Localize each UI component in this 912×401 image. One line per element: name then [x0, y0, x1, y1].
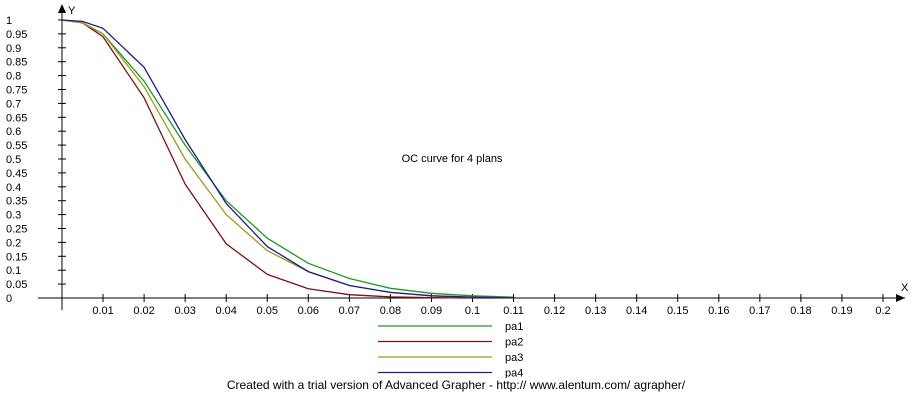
- x-tick-label: 0.11: [503, 305, 524, 317]
- y-tick-label: 0.8: [6, 71, 21, 83]
- y-tick-label: 0.25: [6, 224, 27, 236]
- x-tick-label: 0.07: [339, 305, 360, 317]
- x-tick-label: 0.2: [875, 305, 890, 317]
- y-tick-label: 0.75: [6, 85, 27, 97]
- y-axis-label: Y: [68, 5, 76, 17]
- y-tick-label: 0.4: [6, 182, 21, 194]
- legend-label-pa1: pa1: [505, 321, 523, 333]
- x-tick-label: 0.19: [831, 305, 852, 317]
- y-tick-label: 0.55: [6, 140, 27, 152]
- x-tick-label: 0.16: [708, 305, 729, 317]
- y-tick-label: 0.05: [6, 279, 27, 291]
- y-tick-label: 0.2: [6, 237, 21, 249]
- y-tick-label: 0.7: [6, 98, 21, 110]
- y-tick-label: 0.6: [6, 126, 21, 138]
- x-tick-label: 0.01: [92, 305, 113, 317]
- x-tick-label: 0.12: [544, 305, 565, 317]
- x-tick-label: 0.09: [421, 305, 442, 317]
- axes: XY00.050.10.150.20.250.30.350.40.450.50.…: [6, 4, 909, 317]
- series-layer: [61, 19, 514, 299]
- legend: pa1 pa2 pa3 pa4: [378, 321, 523, 378]
- x-tick-label: 0.13: [585, 305, 606, 317]
- y-tick-label: 0.65: [6, 112, 27, 124]
- y-tick-label: 0.15: [6, 251, 27, 263]
- x-tick-label: 0.05: [257, 305, 278, 317]
- y-tick-label: 1: [6, 15, 12, 27]
- oc-curve-chart: XY00.050.10.150.20.250.30.350.40.450.50.…: [6, 4, 909, 378]
- y-tick-label: 0.85: [6, 57, 27, 69]
- x-axis-arrow: [896, 294, 905, 302]
- y-tick-label: 0.35: [6, 196, 27, 208]
- legend-label-pa4: pa4: [505, 368, 523, 379]
- x-tick-label: 0.04: [215, 305, 236, 317]
- legend-label-pa3: pa3: [505, 352, 523, 364]
- x-tick-label: 0.18: [790, 305, 811, 317]
- x-tick-label: 0.1: [465, 305, 480, 317]
- y-tick-label: 0.1: [6, 265, 21, 277]
- y-axis-arrow: [58, 4, 66, 13]
- y-tick-label: 0: [6, 293, 12, 305]
- series-line-pa2: [61, 19, 514, 299]
- y-tick-label: 0.3: [6, 210, 21, 222]
- x-axis-label: X: [901, 282, 909, 294]
- x-tick-label: 0.17: [749, 305, 770, 317]
- y-tick-label: 0.95: [6, 29, 27, 41]
- y-tick-label: 0.5: [6, 154, 21, 166]
- x-tick-label: 0.02: [133, 305, 154, 317]
- y-tick-label: 0.9: [6, 43, 21, 55]
- legend-label-pa2: pa2: [505, 337, 523, 349]
- chart-title: OC curve for 4 plans: [402, 153, 503, 165]
- x-tick-label: 0.03: [174, 305, 195, 317]
- x-tick-label: 0.14: [626, 305, 647, 317]
- trial-footer: Created with a trial version of Advanced…: [226, 378, 686, 392]
- y-tick-label: 0.45: [6, 168, 27, 180]
- x-tick-label: 0.15: [667, 305, 688, 317]
- x-tick-label: 0.06: [298, 305, 319, 317]
- series-line-pa4: [61, 19, 514, 299]
- x-tick-label: 0.08: [380, 305, 401, 317]
